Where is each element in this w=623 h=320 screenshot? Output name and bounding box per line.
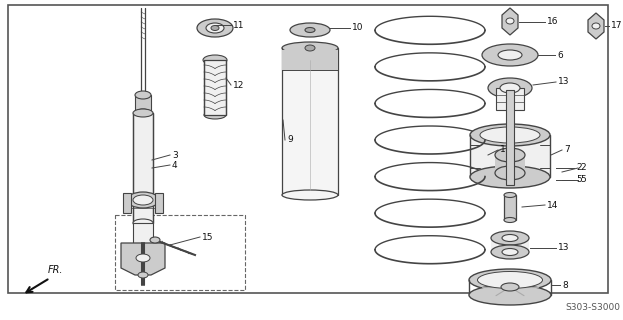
Ellipse shape bbox=[135, 109, 151, 117]
Ellipse shape bbox=[470, 166, 550, 188]
Text: 2: 2 bbox=[576, 164, 582, 172]
Text: 15: 15 bbox=[202, 233, 214, 242]
Ellipse shape bbox=[491, 245, 529, 259]
Text: 14: 14 bbox=[547, 201, 558, 210]
Ellipse shape bbox=[592, 23, 600, 29]
Ellipse shape bbox=[138, 272, 148, 278]
Ellipse shape bbox=[204, 111, 226, 119]
Ellipse shape bbox=[211, 26, 219, 30]
Ellipse shape bbox=[150, 237, 160, 243]
Bar bbox=[504, 195, 516, 220]
Ellipse shape bbox=[197, 19, 233, 37]
Text: 1: 1 bbox=[500, 146, 506, 155]
Ellipse shape bbox=[502, 235, 518, 242]
Text: 8: 8 bbox=[562, 281, 568, 290]
Text: 7: 7 bbox=[564, 146, 570, 155]
Polygon shape bbox=[121, 243, 165, 275]
Bar bbox=[491, 238, 529, 252]
Ellipse shape bbox=[477, 271, 543, 289]
Ellipse shape bbox=[500, 83, 520, 93]
Ellipse shape bbox=[469, 269, 551, 291]
Ellipse shape bbox=[470, 124, 550, 146]
Ellipse shape bbox=[506, 18, 514, 24]
Text: 13: 13 bbox=[558, 77, 569, 86]
Ellipse shape bbox=[133, 109, 153, 117]
Ellipse shape bbox=[498, 50, 522, 60]
Bar bbox=[495, 155, 525, 173]
Text: 2: 2 bbox=[580, 164, 586, 172]
Bar bbox=[470, 135, 550, 177]
Text: S303-S3000: S303-S3000 bbox=[565, 303, 620, 313]
Text: 4: 4 bbox=[172, 161, 178, 170]
Ellipse shape bbox=[491, 231, 529, 245]
Ellipse shape bbox=[495, 148, 525, 162]
Text: 12: 12 bbox=[233, 81, 244, 90]
Bar bbox=[496, 88, 524, 110]
Ellipse shape bbox=[203, 55, 227, 65]
Ellipse shape bbox=[136, 254, 150, 262]
Ellipse shape bbox=[504, 193, 516, 197]
Ellipse shape bbox=[501, 283, 519, 291]
Text: 13: 13 bbox=[558, 244, 569, 252]
Bar bbox=[115, 215, 245, 290]
Ellipse shape bbox=[495, 166, 525, 180]
Ellipse shape bbox=[482, 44, 538, 66]
Ellipse shape bbox=[206, 23, 224, 33]
Text: FR.: FR. bbox=[48, 265, 64, 275]
Bar bbox=[123, 193, 131, 213]
Ellipse shape bbox=[488, 78, 532, 98]
Ellipse shape bbox=[469, 285, 551, 305]
Polygon shape bbox=[502, 8, 518, 35]
Text: 5: 5 bbox=[580, 175, 586, 185]
Ellipse shape bbox=[504, 218, 516, 222]
Ellipse shape bbox=[135, 91, 151, 99]
Bar bbox=[133, 223, 153, 243]
Text: 10: 10 bbox=[352, 23, 363, 33]
Bar bbox=[204, 60, 226, 115]
Bar bbox=[506, 90, 514, 185]
Ellipse shape bbox=[290, 23, 330, 37]
Bar bbox=[155, 193, 163, 213]
Bar bbox=[282, 48, 338, 195]
Ellipse shape bbox=[305, 28, 315, 33]
Bar bbox=[135, 95, 151, 113]
Bar bbox=[282, 50, 338, 70]
Text: 16: 16 bbox=[547, 18, 558, 27]
Ellipse shape bbox=[133, 219, 153, 227]
Ellipse shape bbox=[282, 42, 338, 54]
Text: 17: 17 bbox=[611, 21, 622, 30]
Text: 5: 5 bbox=[576, 175, 582, 185]
Ellipse shape bbox=[282, 190, 338, 200]
Text: 11: 11 bbox=[233, 20, 244, 29]
Ellipse shape bbox=[133, 195, 153, 205]
Ellipse shape bbox=[127, 192, 159, 208]
Bar bbox=[133, 113, 153, 223]
Ellipse shape bbox=[480, 127, 540, 143]
Polygon shape bbox=[588, 13, 604, 39]
Text: 3: 3 bbox=[172, 150, 178, 159]
Text: 6: 6 bbox=[557, 51, 563, 60]
Ellipse shape bbox=[502, 249, 518, 255]
Text: 9: 9 bbox=[287, 135, 293, 145]
Ellipse shape bbox=[305, 45, 315, 51]
